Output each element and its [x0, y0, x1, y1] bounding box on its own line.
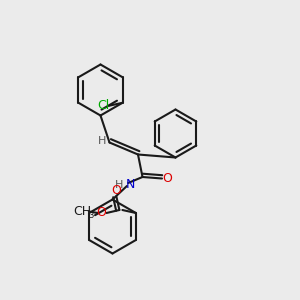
- Text: Cl: Cl: [97, 99, 109, 112]
- Text: CH: CH: [73, 205, 91, 218]
- Text: 3: 3: [88, 211, 94, 220]
- Text: O: O: [163, 172, 172, 185]
- Text: H: H: [115, 179, 123, 190]
- Text: N: N: [125, 178, 135, 191]
- Text: O: O: [96, 206, 106, 220]
- Text: O: O: [111, 184, 121, 197]
- Text: H: H: [98, 136, 106, 146]
